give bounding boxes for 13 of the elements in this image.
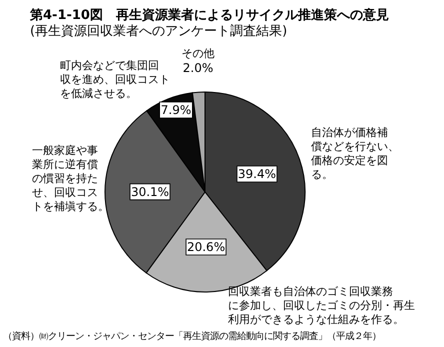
slice-label: その他	[182, 47, 214, 60]
slice-label: 一般家庭や事業所に逆有償の慣習を持たせ、回収コストを補塡する。	[32, 144, 109, 213]
data-label: 7.9%	[160, 103, 192, 117]
data-label: 30.1%	[130, 184, 170, 199]
data-label: 39.4%	[238, 167, 276, 182]
data-label: 20.6%	[186, 240, 226, 254]
chart-title: 第4-1-10図 再生資源業者によるリサイクル推進策への意見	[29, 7, 389, 23]
chart-subtitle: (再生資源回収業者へのアンケート調査結果)	[30, 24, 288, 39]
slice-label: 町内会などで集団回収を進め、回収コストを低減させる。	[60, 59, 170, 100]
slice-label: 自治体が価格補償などを行ない、価格の安定を図る。	[311, 126, 399, 181]
slice-label: 回収業者も自治体のゴミ回収業務に参加し、回収したゴミの分別・再生利用ができるような仕組みを作る。	[228, 285, 415, 326]
text: （資料）㈶クリーン・ジャパン・センター「再生資源の需給動向に関する調査」（平成２年）	[3, 331, 381, 342]
data-label: 2.0%	[182, 61, 214, 75]
